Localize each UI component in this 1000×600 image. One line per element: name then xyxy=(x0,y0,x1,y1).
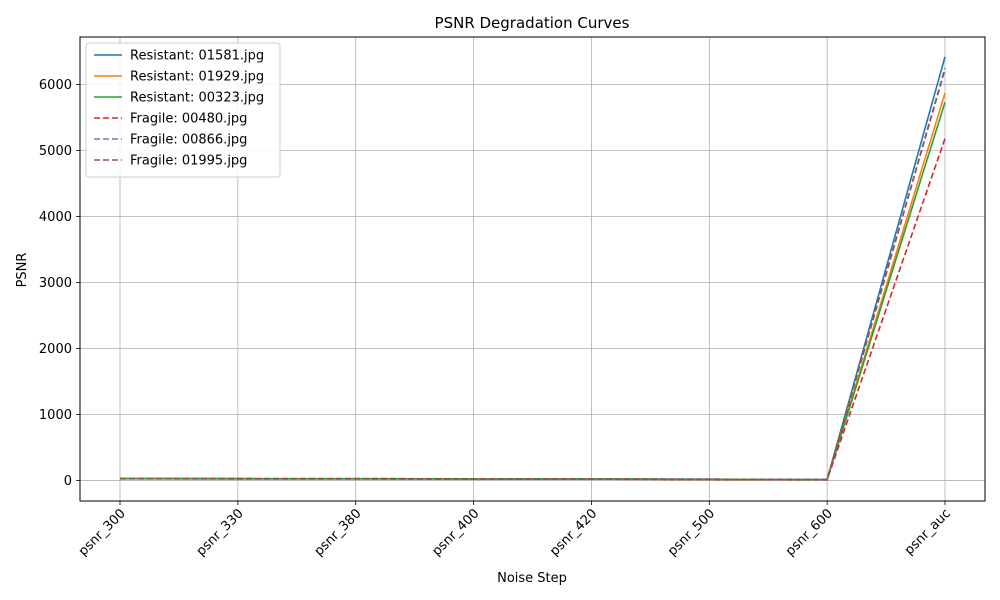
y-tick-label: 0 xyxy=(64,474,72,489)
legend-label: Fragile: 01995.jpg xyxy=(130,154,247,169)
x-tick-label: psnr_300 xyxy=(76,506,129,559)
x-tick-label: psnr_330 xyxy=(194,506,247,559)
y-tick-label: 4000 xyxy=(39,210,72,225)
x-tick-label: psnr_500 xyxy=(665,506,718,559)
y-tick-label: 1000 xyxy=(39,408,72,423)
y-tick-label: 6000 xyxy=(39,78,72,93)
y-tick-label: 2000 xyxy=(39,342,72,357)
chart-title: PSNR Degradation Curves xyxy=(435,14,630,32)
legend-label: Resistant: 01581.jpg xyxy=(130,49,264,64)
legend-label: Resistant: 00323.jpg xyxy=(130,91,264,106)
x-axis-label: Noise Step xyxy=(497,571,567,586)
x-tick-label: psnr_420 xyxy=(547,506,600,559)
legend-label: Fragile: 00480.jpg xyxy=(130,112,247,127)
legend-label: Fragile: 00866.jpg xyxy=(130,133,247,148)
legend-box xyxy=(85,42,281,178)
y-tick-label: 5000 xyxy=(39,144,72,159)
series-line xyxy=(120,69,946,481)
grid xyxy=(80,37,985,501)
x-tick-label: psnr_auc xyxy=(902,506,954,558)
legend: Resistant: 01581.jpg Resistant: 01929.jpg… xyxy=(85,42,281,178)
x-tick-label: psnr_400 xyxy=(429,506,482,559)
plot-frame xyxy=(79,36,986,502)
y-axis-ticks: 0 1000 2000 3000 4000 5000 6000 xyxy=(39,78,80,489)
x-tick-label: psnr_380 xyxy=(312,506,365,559)
series-line xyxy=(119,138,946,481)
y-tick-label: 3000 xyxy=(39,276,72,291)
legend-label: Resistant: 01929.jpg xyxy=(130,70,264,85)
y-axis-label: PSNR xyxy=(15,253,30,288)
x-tick-label: psnr_600 xyxy=(783,506,836,559)
series-lines xyxy=(119,56,946,481)
x-axis-ticks: psnr_300 psnr_330 psnr_380 psnr_400 psnr_420… xyxy=(76,501,954,559)
